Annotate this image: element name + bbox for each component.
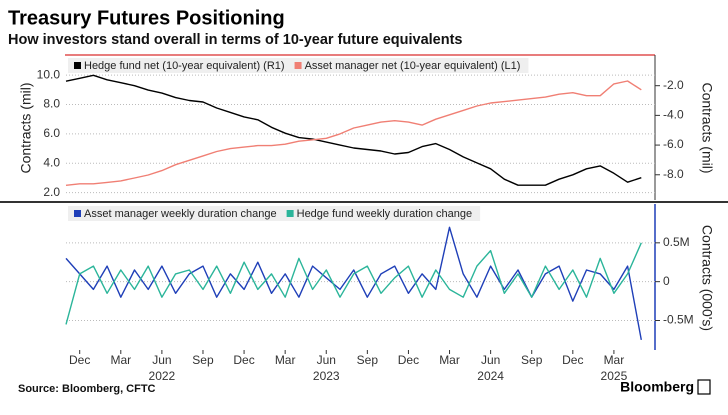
legend-swatch: [286, 210, 294, 217]
x-tick-label: Sep: [521, 353, 543, 367]
x-group-label: 2025: [601, 369, 628, 383]
y2-tick-label: -8.0: [663, 167, 684, 181]
brand: Bloomberg: [620, 379, 694, 395]
brand-icon: [697, 379, 711, 395]
legend-label: Asset manager net (10-year equivalent) (…: [305, 60, 521, 72]
y-tick-label: 10.0: [37, 67, 61, 81]
legend-swatch: [74, 210, 81, 217]
x-tick-label: Jun: [481, 353, 500, 367]
x-tick-label: Dec: [69, 353, 90, 367]
x-tick-label: Sep: [357, 353, 379, 367]
series-line: [65, 226, 642, 341]
series-line: [65, 80, 642, 186]
y-tick-label: 4.0: [43, 155, 60, 169]
y-tick-label: 2.0: [43, 185, 60, 199]
x-tick-label: Dec: [398, 353, 419, 367]
legend-label: Hedge fund net (10-year equivalent) (R1): [84, 60, 285, 72]
x-tick-label: Dec: [233, 353, 254, 367]
y-tick-label: 6.0: [43, 126, 60, 140]
legend-label: Hedge fund weekly duration change: [297, 208, 473, 220]
x-tick-label: Jun: [152, 353, 171, 367]
legend-swatch: [294, 62, 302, 69]
x-tick-label: Mar: [439, 353, 460, 367]
y2-tick-label: -2.0: [663, 78, 684, 92]
y2-tick-label: 0: [663, 274, 670, 288]
y2-tick-label: -6.0: [663, 137, 684, 151]
x-tick-label: Mar: [604, 353, 625, 367]
y2-tick-label: -0.5M: [663, 313, 694, 327]
x-group-label: 2024: [477, 369, 504, 383]
y2-tick-label: 0.5M: [663, 235, 690, 249]
chart-subtitle: How investors stand overall in terms of …: [8, 32, 462, 48]
legend-background: [68, 206, 481, 221]
source: Source: Bloomberg, CFTC: [18, 383, 156, 395]
series-line: [65, 74, 642, 186]
x-tick-label: Mar: [275, 353, 296, 367]
x-tick-label: Sep: [192, 353, 214, 367]
y-axis-title: Contracts (mil): [18, 82, 34, 173]
y2-axis-title: Contracts (mil): [699, 82, 715, 173]
legend-label: Asset manager weekly duration change: [84, 208, 277, 220]
x-tick-label: Mar: [110, 353, 131, 367]
x-group-label: 2022: [149, 369, 176, 383]
y2-axis-title: Contracts (000's): [699, 225, 715, 331]
chart-title: Treasury Futures Positioning: [8, 7, 285, 29]
x-group-label: 2023: [313, 369, 340, 383]
legend-swatch: [74, 62, 81, 69]
y2-tick-label: -4.0: [663, 108, 684, 122]
series-line: [65, 242, 642, 325]
x-tick-label: Jun: [317, 353, 336, 367]
y-tick-label: 8.0: [43, 97, 60, 111]
x-tick-label: Dec: [562, 353, 583, 367]
